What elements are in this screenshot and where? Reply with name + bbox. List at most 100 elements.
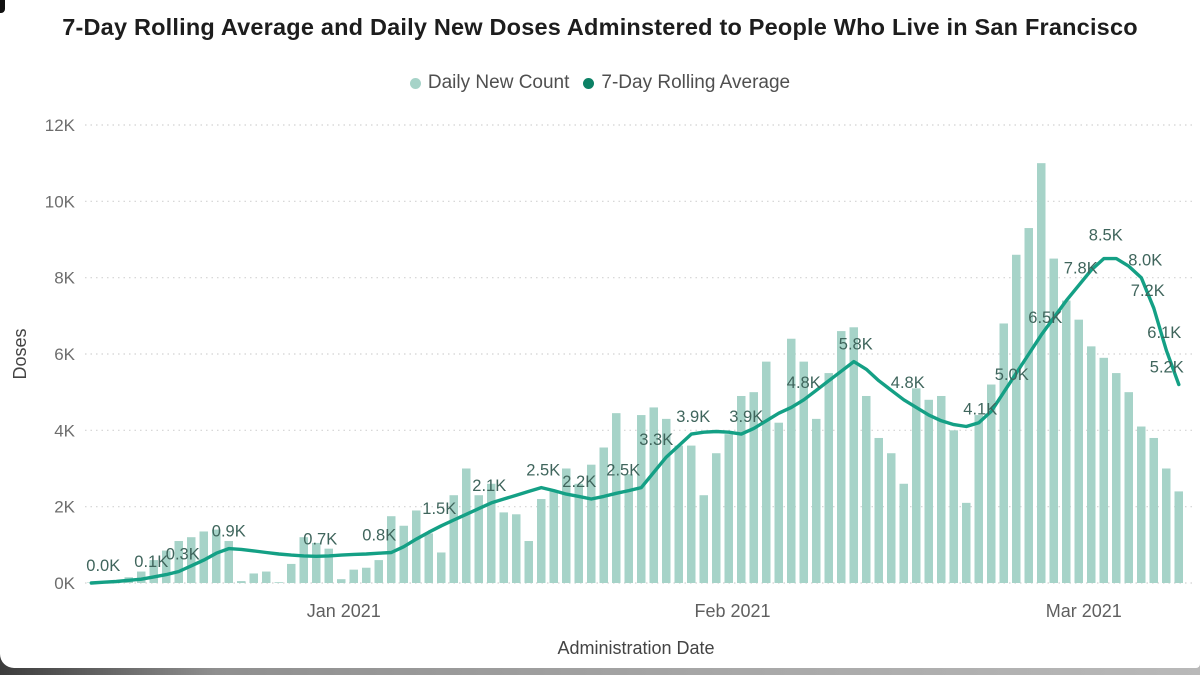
daily-dose-bar[interactable]	[499, 512, 509, 583]
daily-dose-bar[interactable]	[624, 474, 634, 583]
daily-dose-bar[interactable]	[587, 464, 596, 583]
daily-dose-bar[interactable]	[899, 483, 909, 583]
daily-dose-bar[interactable]	[512, 514, 521, 583]
daily-dose-bar[interactable]	[287, 563, 296, 583]
daily-dose-bar[interactable]	[599, 447, 609, 583]
daily-dose-bar[interactable]	[999, 323, 1009, 583]
daily-dose-bar[interactable]	[824, 373, 834, 583]
daily-dose-bar[interactable]	[774, 422, 784, 583]
daily-dose-bar[interactable]	[324, 548, 334, 583]
daily-dose-bar[interactable]	[474, 495, 484, 583]
daily-dose-bar[interactable]	[812, 418, 821, 583]
y-tick-label: 12K	[45, 116, 76, 135]
daily-dose-bar[interactable]	[187, 537, 196, 583]
daily-dose-bar[interactable]	[162, 550, 171, 583]
daily-dose-bar[interactable]	[937, 395, 946, 583]
daily-dose-bar[interactable]	[449, 495, 459, 583]
daily-dose-bar[interactable]	[612, 413, 621, 583]
daily-dose-bar[interactable]	[249, 573, 259, 583]
daily-dose-bar[interactable]	[549, 491, 559, 583]
x-axis-title: Administration Date	[557, 638, 714, 658]
daily-dose-bar[interactable]	[1012, 254, 1021, 583]
daily-new-count-bars[interactable]	[87, 163, 1184, 584]
daily-dose-bar[interactable]	[837, 331, 846, 583]
daily-dose-bar[interactable]	[637, 415, 646, 583]
daily-dose-bar[interactable]	[787, 338, 796, 583]
daily-dose-bar[interactable]	[299, 537, 309, 583]
daily-dose-bar[interactable]	[674, 445, 684, 583]
daily-dose-bar[interactable]	[649, 407, 659, 583]
daily-dose-bar[interactable]	[1137, 426, 1146, 583]
daily-dose-bar[interactable]	[724, 434, 734, 583]
daily-dose-bar[interactable]	[1049, 258, 1059, 583]
daily-dose-bar[interactable]	[887, 453, 896, 583]
daily-dose-bar[interactable]	[137, 571, 146, 583]
daily-dose-bar[interactable]	[849, 327, 859, 583]
daily-dose-bar[interactable]	[762, 361, 771, 583]
daily-dose-bar[interactable]	[737, 395, 746, 583]
daily-dose-bar[interactable]	[1174, 491, 1184, 583]
daily-dose-bar[interactable]	[749, 392, 759, 583]
daily-dose-bar[interactable]	[1099, 357, 1109, 583]
daily-dose-bar[interactable]	[174, 541, 184, 583]
line-data-label: 0.7K	[303, 530, 337, 548]
daily-dose-bar[interactable]	[412, 510, 421, 583]
daily-dose-bar[interactable]	[362, 567, 371, 583]
daily-dose-bar[interactable]	[912, 388, 921, 583]
daily-dose-bar[interactable]	[799, 361, 809, 583]
legend-item-rolling-average[interactable]: 7-Day Rolling Average	[583, 72, 790, 94]
daily-dose-bar[interactable]	[399, 525, 409, 583]
daily-dose-bar[interactable]	[349, 569, 359, 583]
daily-dose-bar[interactable]	[212, 529, 221, 583]
daily-dose-bar[interactable]	[374, 560, 384, 583]
daily-dose-bar[interactable]	[487, 483, 496, 583]
rolling-average-line[interactable]	[89, 256, 1181, 585]
line-data-label: 0.0K	[86, 557, 120, 575]
chart-legend: Daily New Count 7-Day Rolling Average	[0, 72, 1200, 94]
line-data-label: 2.1K	[472, 477, 506, 495]
daily-dose-bar[interactable]	[437, 552, 446, 583]
daily-dose-bar[interactable]	[974, 415, 984, 583]
daily-dose-bar[interactable]	[1112, 373, 1121, 583]
daily-dose-bar[interactable]	[1087, 346, 1096, 583]
legend-label: 7-Day Rolling Average	[601, 72, 791, 93]
daily-dose-bar[interactable]	[687, 445, 696, 583]
daily-dose-bar[interactable]	[874, 437, 884, 583]
daily-dose-bar[interactable]	[949, 430, 959, 583]
legend-label: Daily New Count	[427, 72, 570, 93]
daily-dose-bar[interactable]	[224, 541, 234, 583]
daily-dose-bar[interactable]	[1074, 319, 1084, 583]
daily-dose-bar[interactable]	[274, 582, 284, 583]
legend-item-daily-new-count[interactable]: Daily New Count	[409, 72, 570, 94]
line-data-label: 2.5K	[526, 462, 560, 480]
daily-dose-bar[interactable]	[1062, 300, 1071, 583]
daily-dose-bar[interactable]	[1124, 392, 1134, 583]
daily-dose-bar[interactable]	[662, 418, 671, 583]
daily-dose-bar[interactable]	[987, 384, 996, 583]
daily-dose-bar[interactable]	[574, 483, 584, 583]
daily-dose-bar[interactable]	[1024, 228, 1034, 584]
daily-dose-bar[interactable]	[924, 399, 934, 583]
daily-dose-bar[interactable]	[424, 533, 434, 583]
daily-dose-bar[interactable]	[537, 499, 546, 583]
daily-dose-bar[interactable]	[524, 541, 534, 583]
rolling-average-polyline[interactable]	[89, 256, 1181, 585]
daily-dose-bar[interactable]	[962, 502, 971, 583]
daily-dose-bar[interactable]	[237, 581, 246, 583]
daily-dose-bar[interactable]	[312, 542, 321, 583]
legend-dot-daily-icon	[409, 77, 421, 89]
daily-dose-bar[interactable]	[1162, 468, 1171, 584]
daily-dose-bar[interactable]	[262, 571, 271, 583]
daily-dose-bar[interactable]	[149, 560, 159, 583]
daily-dose-bar[interactable]	[1037, 163, 1046, 583]
daily-dose-bar[interactable]	[1149, 437, 1159, 583]
daily-dose-bar[interactable]	[462, 468, 471, 584]
daily-dose-bar[interactable]	[562, 468, 571, 584]
daily-dose-bar[interactable]	[862, 395, 871, 583]
daily-dose-bar[interactable]	[199, 531, 209, 583]
daily-dose-bar[interactable]	[712, 453, 721, 583]
daily-dose-bar[interactable]	[337, 579, 346, 583]
daily-dose-bar[interactable]	[699, 495, 709, 583]
daily-dose-bar[interactable]	[387, 516, 396, 583]
